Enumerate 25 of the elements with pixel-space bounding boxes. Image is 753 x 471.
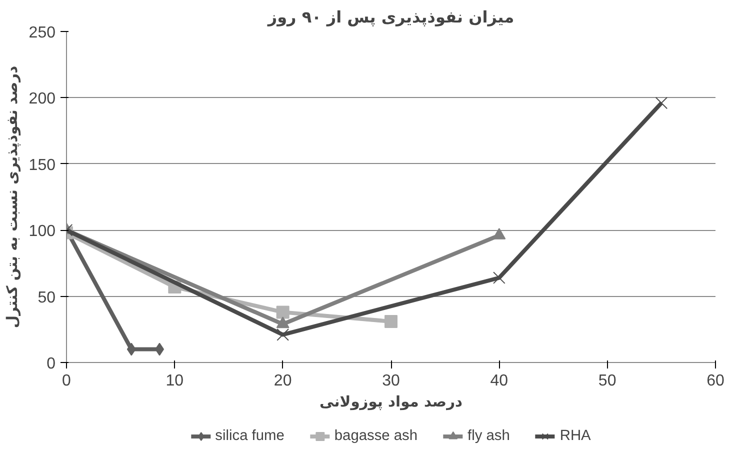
legend-label: fly ash [468, 428, 510, 444]
y-axis-title: درصد نفوذپذیری نسبت به بتن کنترل [4, 65, 21, 328]
legend-label: bagasse ash [334, 428, 418, 444]
point [493, 272, 506, 284]
x-tick-label: 10 [166, 372, 184, 390]
chart-title: میزان نفوذپذیری پس از ۹۰ روز [266, 8, 514, 26]
legend-label: RHA [560, 428, 591, 444]
legend-label: silica fume [215, 428, 284, 444]
point [655, 96, 668, 110]
y-tick-label: 50 [38, 289, 56, 306]
y-tick-label: 100 [28, 223, 56, 240]
x-tick-label: 40 [490, 372, 508, 390]
x-tick-label: 20 [274, 372, 292, 390]
x-tick-label: 30 [382, 372, 400, 390]
x-tick-label: 0 [62, 372, 72, 390]
y-tick-label: 0 [46, 356, 56, 372]
y-tick-label: 150 [28, 156, 56, 174]
y-tick-label: 250 [28, 24, 56, 42]
point [384, 314, 398, 328]
x-axis-title: درصد مواد پوزولانی [319, 394, 464, 410]
y-tick-label: 200 [28, 90, 56, 108]
x-tick-label: 60 [706, 372, 724, 390]
point [276, 306, 290, 319]
point [276, 328, 289, 341]
x-tick-label: 50 [598, 372, 616, 390]
